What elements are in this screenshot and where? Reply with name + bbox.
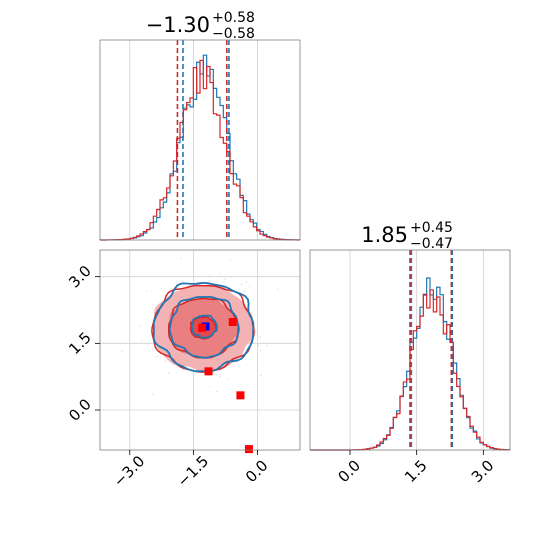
title-median: 1.85 [361,223,408,247]
sample-point [209,274,211,277]
y-tick-label: 1.5 [65,329,95,359]
x-tick-label: 0.0 [334,456,364,486]
marker-point [236,391,245,400]
axes-frame [99,249,301,451]
sample-point [147,345,149,347]
sample-point [260,374,262,377]
contour-panel: −3.0 −1.5 0.0 0.0 1.5 3.0 [65,249,301,491]
x-tick-label: 3.0 [468,456,498,486]
sample-point [152,393,154,396]
title-plus: +0.45 [410,220,453,236]
marker-point [204,367,213,376]
x-tick-label: 1.5 [401,456,431,486]
sample-point [220,272,222,275]
contour-line-blue-2 [168,296,240,359]
sample-point [156,356,158,358]
sample-point [258,344,260,347]
sample-point [164,360,167,362]
sample-point [168,372,170,374]
sample-point [266,345,268,347]
sample-point [215,374,217,376]
marker-point [228,318,237,326]
title-median: −1.30 [146,13,210,37]
sample-point [240,283,243,285]
histogram-step-series-2 [99,59,301,241]
sample-point [121,350,123,353]
sample-point [224,278,227,281]
sample-point [227,378,229,380]
sample-point [229,259,231,262]
sample-point [219,376,221,378]
x-tick-label: −1.5 [174,452,212,490]
marker-point [198,323,207,332]
contour-line-blue-1 [191,314,218,339]
axes-frame [99,39,301,241]
histogram-panel-param2: 1.85 +0.45 −0.47 0.0 1.5 3.0 [309,220,511,486]
sample-point [243,290,246,292]
sample-point [249,285,251,287]
marker-point [244,445,253,454]
sample-point [154,348,156,350]
sample-point [245,281,247,283]
sample-point [209,385,211,388]
sample-point [140,325,142,327]
sample-point [182,369,185,371]
y-tick-label: 3.0 [65,262,95,292]
title-minus: −0.58 [212,26,255,42]
title-minus: −0.47 [410,236,453,252]
sample-point [216,390,218,393]
sample-point [182,281,184,283]
sample-point [145,290,148,292]
axes-frame [309,249,511,451]
y-tick-label: 0.0 [65,395,95,425]
sample-point [141,340,143,342]
sample-point [259,336,261,338]
histogram-panel-param1: −1.30 +0.58 −0.58 [99,10,301,241]
sample-point [180,257,182,260]
sample-point [259,350,261,352]
x-tick-label: −3.0 [110,452,148,490]
grid-lines [349,250,484,450]
x-tick-label: 0.0 [242,456,272,486]
sample-point [277,288,279,291]
contour-line-red-3 [151,284,255,373]
contour-line-blue-3 [152,281,255,373]
title-plus: +0.58 [212,10,255,26]
